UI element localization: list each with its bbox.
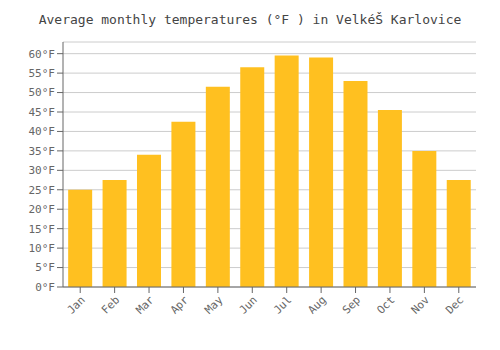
svg-text:10°F: 10°F [29,242,56,255]
html-text:Average monthly temperatures (: Average monthly temperatures (°F ) in Ve… [38,12,462,27]
svg-text:55°F: 55°F [29,67,56,80]
svg-text:20°F: 20°F [29,203,56,216]
svg-text:Jun: Jun [237,293,260,316]
svg-text:Aug: Aug [306,293,329,316]
svg-text:Oct: Oct [374,293,397,316]
svg-text:Feb: Feb [99,293,122,316]
svg-text:15°F: 15°F [29,223,56,236]
svg-text:40°F: 40°F [29,125,56,138]
svg-text:Dec: Dec [443,293,466,316]
svg-text:60°F: 60°F [29,48,56,61]
svg-text:30°F: 30°F [29,164,56,177]
svg-text:5°F: 5°F [35,261,55,274]
svg-text:45°F: 45°F [29,106,56,119]
svg-text:Nov: Nov [409,293,433,317]
svg-text:35°F: 35°F [29,145,56,158]
svg-text:Jan: Jan [65,293,88,316]
svg-text:Sep: Sep [340,293,363,316]
svg-text:Apr: Apr [168,293,192,317]
svg-text:May: May [202,293,226,317]
svg-text:Jul: Jul [271,293,294,316]
svg-text:25°F: 25°F [29,184,56,197]
svg-text:Mar: Mar [133,293,157,317]
svg-text:50°F: 50°F [29,86,56,99]
svg-text:0°F: 0°F [35,281,55,294]
